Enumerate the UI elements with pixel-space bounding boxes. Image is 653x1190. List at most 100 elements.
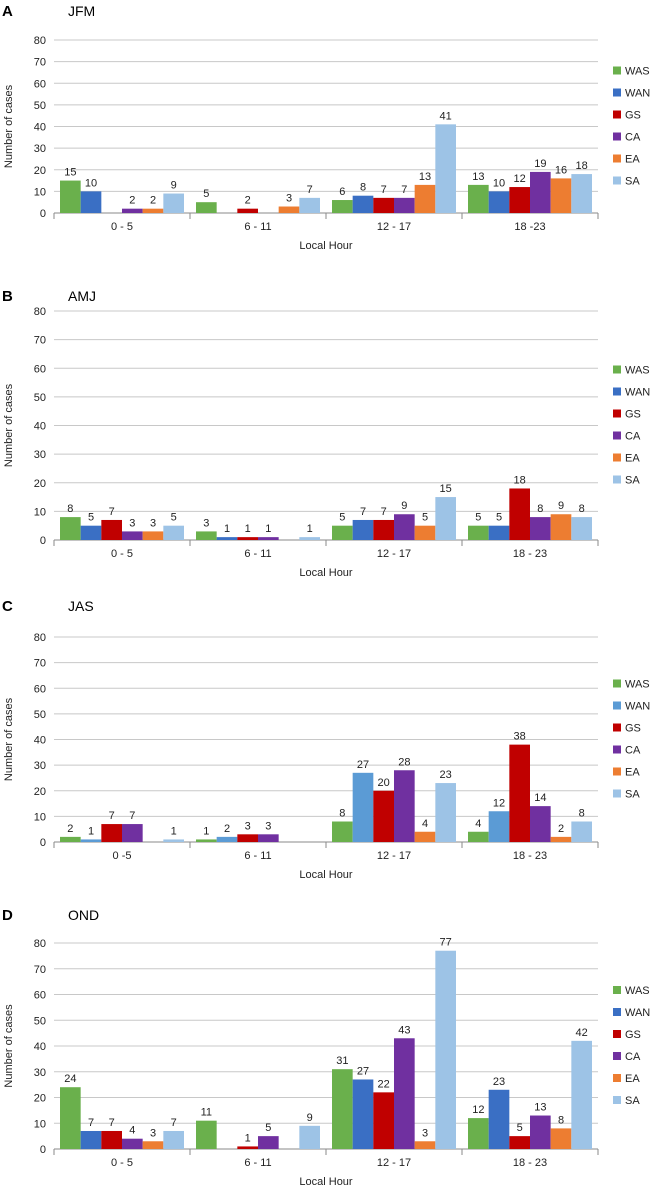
chart-b-bar-gs-1 <box>237 537 258 540</box>
chart-b-legend-swatch-sa <box>613 475 621 484</box>
chart-b-bar-gs-0 <box>101 519 122 540</box>
chart-c-legend-swatch-ea <box>613 767 621 776</box>
chart-a-bar-gs-3 <box>509 187 530 213</box>
chart-b-bar-sa-1 <box>299 537 320 540</box>
chart-c-title: JAS <box>68 598 94 614</box>
chart-d-bar-was-2 <box>332 1069 353 1149</box>
chart-c-label-gs-2: 20 <box>378 777 390 789</box>
chart-b-label-wan-2: 7 <box>360 506 366 518</box>
chart-b-xtick-0: 0 - 5 <box>111 548 133 560</box>
chart-b-title: AMJ <box>68 288 96 304</box>
chart-d-xtick-2: 12 - 17 <box>377 1157 411 1169</box>
chart-d-ytick-30: 30 <box>34 1067 46 1079</box>
chart-c-label-wan-3: 12 <box>493 797 505 809</box>
chart-b-label-wan-1: 1 <box>224 523 230 535</box>
chart-a-label-ea-0: 2 <box>150 195 156 207</box>
chart-c-ylabel: Number of cases <box>3 697 15 781</box>
chart-a-bar-ca-0 <box>122 208 143 213</box>
chart-a-legend-swatch-ca <box>613 132 621 141</box>
chart-a-title: JFM <box>68 3 95 19</box>
chart-b-legend-swatch-wan <box>613 387 621 396</box>
chart-a-bar-ea-3 <box>550 178 572 213</box>
chart-a-ytick-30: 30 <box>34 143 46 155</box>
chart-d-panel-letter: D <box>2 907 13 924</box>
chart-b-legend-swatch-ea <box>613 453 621 462</box>
chart-b-bar-was-3 <box>468 525 489 540</box>
chart-d-xtick-0: 0 - 5 <box>111 1157 133 1169</box>
chart-d-xlabel: Local Hour <box>299 1176 353 1188</box>
chart-d-bar-wan-0 <box>80 1130 102 1149</box>
chart-b-label-ea-0: 3 <box>150 517 156 529</box>
chart-b-label-ca-3: 8 <box>537 503 543 515</box>
chart-d-bar-ca-2 <box>394 1038 415 1149</box>
chart-c-legend-swatch-sa <box>613 789 621 798</box>
chart-c-ytick-70: 70 <box>34 658 46 670</box>
chart-c-bar-wan-1 <box>216 836 238 842</box>
chart-c-xtick-1: 6 - 11 <box>244 850 271 862</box>
chart-c-bar-ea-2 <box>414 831 436 842</box>
chart-d-legend-swatch-wan <box>613 1008 621 1016</box>
chart-c-bar-wan-2 <box>352 772 374 842</box>
chart-c-label-ea-2: 4 <box>422 818 428 830</box>
chart-d-legend-label-gs: GS <box>625 1029 641 1041</box>
chart-d-xtick-1: 6 - 11 <box>244 1157 271 1169</box>
chart-c-xlabel: Local Hour <box>299 869 353 881</box>
chart-b-label-wan-3: 5 <box>496 512 502 524</box>
chart-d-label-ea-0: 3 <box>150 1127 156 1139</box>
chart-d-label-sa-0: 7 <box>171 1117 177 1129</box>
chart-c-label-wan-2: 27 <box>357 759 369 771</box>
chart-b-label-gs-3: 18 <box>514 474 526 486</box>
chart-c-label-gs-0: 7 <box>109 810 115 822</box>
chart-d-label-sa-1: 9 <box>307 1112 313 1124</box>
chart-c-legend-label-ea: EA <box>625 767 640 779</box>
chart-d-label-ea-2: 3 <box>422 1127 428 1139</box>
chart-a-bar-ea-0 <box>142 208 164 213</box>
chart-a-bar-was-3 <box>468 184 489 213</box>
chart-a-label-ca-2: 7 <box>401 184 407 196</box>
chart-a-bar-sa-2 <box>435 124 456 213</box>
chart-a-ytick-50: 50 <box>34 100 46 112</box>
chart-c-legend-label-was: WAS <box>625 679 650 691</box>
chart-c-label-was-3: 4 <box>475 818 481 830</box>
chart-a-label-sa-3: 18 <box>576 160 588 172</box>
chart-c-panel-letter: C <box>2 598 13 615</box>
chart-a-ytick-0: 0 <box>40 208 46 220</box>
chart-c-bar-wan-3 <box>488 811 510 842</box>
chart-c-label-gs-1: 3 <box>245 820 251 832</box>
chart-a-label-ca-3: 19 <box>534 158 546 170</box>
chart-a-label-ea-1: 3 <box>286 193 292 205</box>
chart-a-bar-sa-3 <box>571 174 592 213</box>
chart-d-label-was-1: 11 <box>201 1107 212 1119</box>
chart-a-bar-gs-1 <box>237 208 258 213</box>
chart-a-label-wan-3: 10 <box>493 177 505 189</box>
chart-a-xtick-3: 18 -23 <box>514 221 545 233</box>
chart-a-label-ca-0: 2 <box>129 195 135 207</box>
chart-d-legend-label-ca: CA <box>625 1051 641 1063</box>
chart-a-xtick-1: 6 - 11 <box>244 221 271 233</box>
chart-a-legend-swatch-sa <box>613 176 621 185</box>
chart-d-label-ca-0: 4 <box>129 1125 135 1137</box>
chart-a-xtick-2: 12 - 17 <box>377 221 411 233</box>
chart-c-ytick-20: 20 <box>34 786 46 798</box>
chart-c-ytick-80: 80 <box>34 632 46 644</box>
chart-d-ytick-50: 50 <box>34 1015 46 1027</box>
chart-b-label-was-2: 5 <box>339 512 345 524</box>
chart-c-legend-label-gs: GS <box>625 723 641 735</box>
chart-b-bar-was-2 <box>332 525 353 540</box>
chart-b-xtick-1: 6 - 11 <box>244 548 271 560</box>
chart-b-ytick-0: 0 <box>40 535 46 547</box>
chart-b-bar-sa-2 <box>435 497 456 540</box>
chart-a-ylabel: Number of cases <box>3 84 15 168</box>
chart-d-legend-label-ea: EA <box>625 1073 640 1085</box>
chart-b-label-ca-1: 1 <box>265 523 271 535</box>
chart-b-legend-swatch-gs <box>613 409 621 418</box>
chart-d-label-gs-0: 7 <box>109 1117 115 1129</box>
chart-b-bar-wan-1 <box>216 537 238 540</box>
chart-c-xtick-0: 0 -5 <box>113 850 132 862</box>
chart-b-bar-sa-0 <box>163 525 184 540</box>
chart-d-legend-swatch-was <box>613 986 621 994</box>
chart-c-bar-was-0 <box>60 836 81 842</box>
chart-d-bar-sa-2 <box>435 950 456 1149</box>
chart-d-label-gs-3: 5 <box>517 1122 523 1134</box>
